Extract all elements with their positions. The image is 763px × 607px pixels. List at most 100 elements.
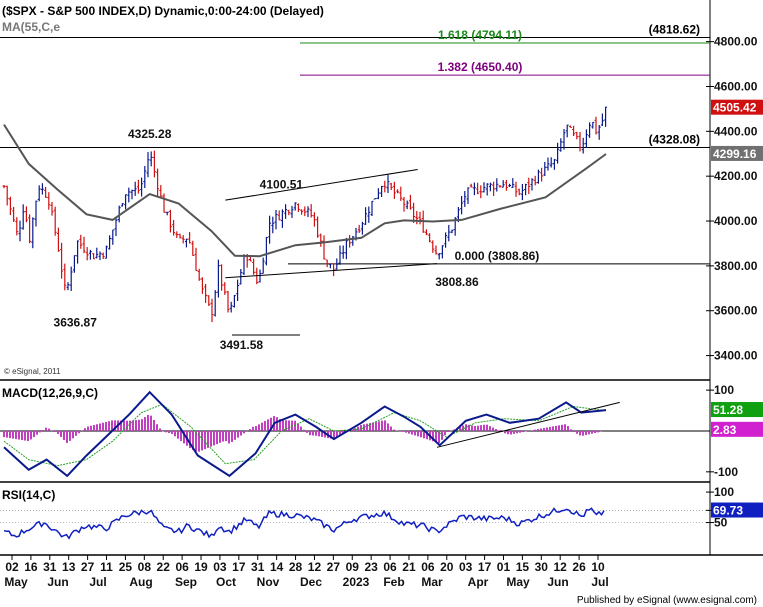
x-month-label-10: Mar <box>421 575 443 589</box>
price-bar <box>85 247 89 261</box>
price-bar <box>229 301 233 313</box>
macd-label: MACD(12,26,9,C) <box>2 386 98 400</box>
price-bar <box>383 180 387 193</box>
rsi-panel <box>0 507 710 540</box>
price-bar <box>220 264 224 291</box>
price-bar <box>552 159 556 170</box>
x-tick-label-11: 03 <box>213 560 227 574</box>
price-bar <box>520 184 524 201</box>
price-bar <box>485 183 489 196</box>
price-tick-label-5: 4400.00 <box>714 124 758 138</box>
x-tick-label-29: 12 <box>554 560 568 574</box>
price-bar <box>264 236 268 266</box>
price-bar <box>437 253 441 260</box>
price-bar <box>120 203 124 207</box>
price-bar <box>88 249 92 260</box>
price-bar <box>92 253 96 260</box>
price-bar <box>188 231 192 244</box>
price-bar <box>149 151 153 167</box>
copyright: © eSignal, 2011 <box>4 367 61 376</box>
price-bar <box>24 206 28 223</box>
price-bar <box>207 295 211 306</box>
x-tick-label-28: 30 <box>535 560 549 574</box>
price-bar <box>53 206 57 236</box>
axes: 3400.00 3600.00 3800.00 4000.00 4200.00 4400.… <box>4 35 763 589</box>
price-bar <box>367 206 371 223</box>
price-bar <box>296 203 300 212</box>
price-bar <box>492 181 496 196</box>
price-tick-label-3: 4000.00 <box>714 214 758 228</box>
price-bar <box>140 177 144 197</box>
price-bar <box>447 224 451 242</box>
price-bar <box>204 283 208 303</box>
price-tick-label-6: 4600.00 <box>714 79 758 93</box>
price-bar <box>82 236 86 254</box>
price-bar <box>392 181 396 199</box>
price-bar <box>357 224 361 233</box>
x-tick-label-23: 20 <box>440 560 454 574</box>
x-tick-label-6: 25 <box>119 560 133 574</box>
price-bar <box>396 189 400 194</box>
price-bar <box>271 216 275 234</box>
price-bar <box>482 182 486 193</box>
price-bar <box>210 298 214 323</box>
price-bar <box>268 215 272 244</box>
x-tick-label-16: 12 <box>308 560 322 574</box>
price-bar <box>261 257 265 274</box>
trendline-1 <box>225 263 437 279</box>
price-bar <box>127 187 131 203</box>
price-bar <box>565 124 569 138</box>
price-bar <box>488 182 492 192</box>
price-bar <box>524 183 528 196</box>
price-bar <box>527 177 531 195</box>
price-bar <box>604 106 608 127</box>
x-month-label-0: May <box>4 575 28 589</box>
price-bar <box>60 242 64 279</box>
price-bar <box>165 211 169 216</box>
x-month-label-2: Jul <box>89 575 106 589</box>
x-tick-label-1: 16 <box>24 560 38 574</box>
price-bar <box>351 236 355 246</box>
rsi-tick-label-0: 100 <box>714 485 734 499</box>
price-bar <box>63 263 67 291</box>
price-bar <box>236 279 240 301</box>
price-bar <box>546 157 550 171</box>
price-bar <box>146 152 150 178</box>
price-bar <box>15 217 19 236</box>
level-label-2: 1.382 (4650.40) <box>438 60 523 74</box>
x-tick-label-10: 19 <box>194 560 208 574</box>
macd-trendline <box>436 401 620 448</box>
price-bar <box>460 195 464 215</box>
price-bar <box>578 132 582 152</box>
x-tick-label-5: 11 <box>100 560 113 574</box>
macd-tick-label-0: 100 <box>714 383 734 397</box>
price-bar <box>152 150 156 178</box>
macd-signal-tag-bg <box>711 421 763 437</box>
price-bar <box>37 185 41 202</box>
price-bar <box>309 204 313 218</box>
price-bar <box>373 198 377 200</box>
price-bar <box>511 178 515 188</box>
price-bar <box>325 259 329 268</box>
ma-label: MA(55,C,e <box>2 20 60 34</box>
price-bar <box>258 269 262 283</box>
price-bar <box>540 167 544 182</box>
price-bar <box>232 294 236 308</box>
x-tick-label-24: 03 <box>459 560 473 574</box>
price-bar <box>575 131 579 140</box>
price-bar <box>293 202 297 211</box>
price-bar <box>181 235 185 244</box>
price-bar <box>2 185 6 189</box>
price-bar <box>591 121 595 129</box>
price-bar <box>562 129 566 150</box>
x-tick-label-13: 31 <box>251 560 265 574</box>
price-bar <box>370 200 374 217</box>
x-tick-label-26: 01 <box>497 560 511 574</box>
x-tick-label-2: 31 <box>43 560 57 574</box>
x-tick-label-0: 02 <box>5 560 19 574</box>
rsi-value-tag: 69.73 <box>713 504 743 518</box>
x-tick-label-18: 09 <box>346 560 360 574</box>
price-bar <box>168 209 172 233</box>
price-bar <box>360 221 364 235</box>
price-bar <box>40 183 44 195</box>
